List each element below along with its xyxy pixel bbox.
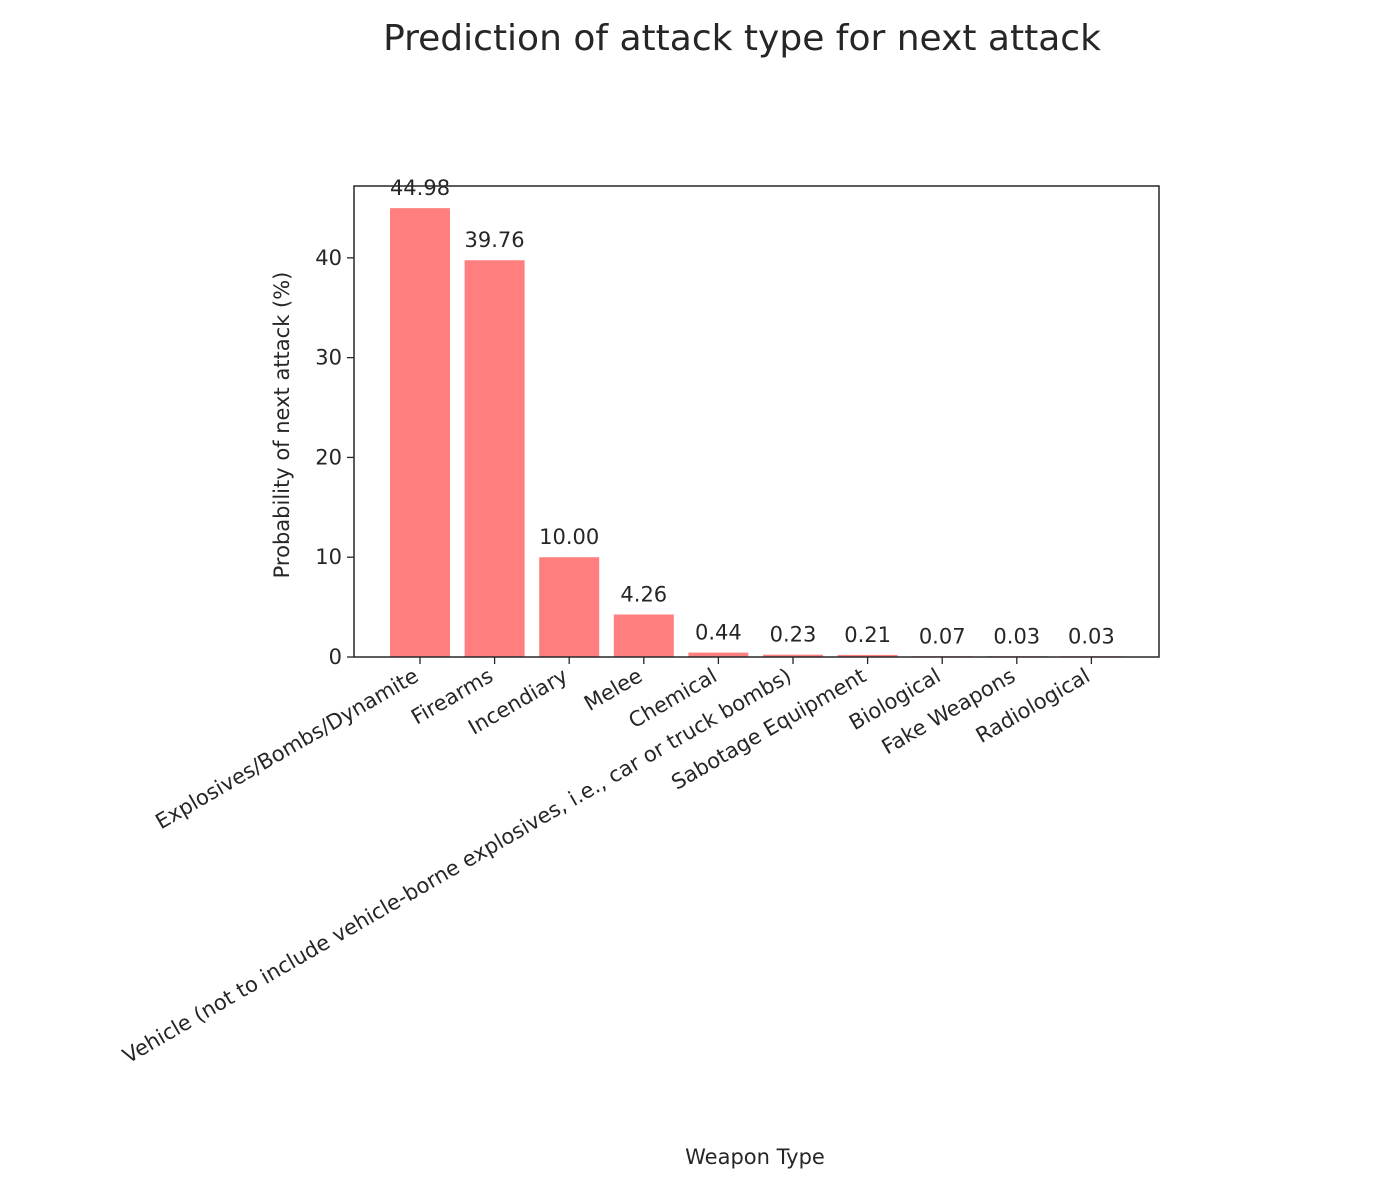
y-tick-label: 40 (315, 246, 342, 270)
bar-value-label: 39.76 (465, 228, 525, 252)
y-axis-label: Probability of next attack (%) (270, 272, 294, 579)
bar-value-label: 4.26 (620, 582, 667, 606)
bar-value-label: 0.07 (919, 624, 966, 648)
bar-value-label: 0.03 (1068, 625, 1115, 649)
bar (539, 557, 600, 657)
bar (613, 614, 674, 657)
bar (688, 652, 749, 657)
x-tick-label: Vehicle (not to include vehicle-borne ex… (119, 664, 796, 1069)
bar-value-label: 10.00 (539, 525, 599, 549)
chart-title: Prediction of attack type for next attac… (383, 18, 1101, 59)
value-labels-group: 44.98 39.76 10.00 4.26 0.44 0.23 0.21 0.07 0.03 0… (390, 176, 1115, 649)
y-tick-label: 20 (315, 445, 342, 469)
x-axis-label: Weapon Type (685, 1145, 825, 1169)
plot-frame (353, 185, 1160, 658)
bar (464, 260, 525, 657)
y-tick-label: 0 (329, 645, 342, 669)
bars-group (390, 208, 1122, 658)
bar-value-label: 0.44 (695, 621, 742, 645)
bar (763, 654, 823, 657)
bar (837, 654, 898, 657)
bar-value-label: 0.03 (993, 625, 1040, 649)
bar-value-label: 44.98 (390, 176, 450, 200)
x-axis: Explosives/Bombs/DynamiteFirearmsIncendi… (119, 657, 1094, 1068)
bar-value-label: 0.23 (770, 623, 817, 647)
bar-value-label: 0.21 (844, 623, 891, 647)
y-axis: 0 10 20 30 40 (315, 246, 354, 669)
y-tick-label: 30 (315, 346, 342, 370)
y-tick-label: 10 (315, 545, 342, 569)
bar (390, 208, 450, 658)
x-tick-label: Explosives/Bombs/Dynamite (151, 664, 422, 834)
